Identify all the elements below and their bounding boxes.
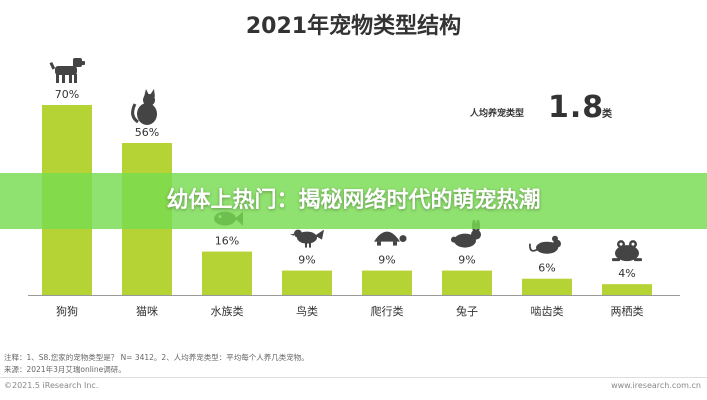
category-label: 爬行类 bbox=[371, 304, 404, 318]
turtle-icon bbox=[374, 231, 407, 246]
bar-6 bbox=[442, 270, 492, 295]
category-label: 兔子 bbox=[456, 304, 478, 318]
average-value: 1.8 bbox=[548, 90, 605, 125]
average-unit: 类 bbox=[602, 109, 612, 120]
category-label: 两栖类 bbox=[611, 304, 644, 318]
bar-value-label: 9% bbox=[298, 254, 315, 267]
bar-5 bbox=[362, 270, 412, 295]
bar-value-label: 16% bbox=[215, 235, 239, 248]
notes-line-2: 来源：2021年3月艾瑞online调研。 bbox=[4, 365, 126, 374]
bar-value-label: 56% bbox=[135, 126, 159, 139]
banner-text: 幼体上热门：揭秘网络时代的萌宠热潮 bbox=[166, 188, 541, 213]
frog-icon bbox=[612, 240, 642, 262]
bar-3 bbox=[202, 251, 252, 295]
category-label: 狗狗 bbox=[56, 305, 78, 318]
copyright-text: ©2021.5 iResearch Inc. bbox=[4, 381, 99, 390]
average-pet-types: 人均养宠类型 1.8 类 bbox=[470, 90, 620, 125]
overlay-banner: 幼体上热门：揭秘网络时代的萌宠热潮 bbox=[0, 173, 707, 229]
bird-icon bbox=[290, 229, 324, 248]
bar-value-label: 6% bbox=[538, 262, 555, 275]
dog-icon bbox=[49, 58, 85, 83]
cat-icon bbox=[131, 89, 157, 125]
bar-value-label: 9% bbox=[458, 254, 475, 267]
bar-value-label: 4% bbox=[618, 267, 635, 280]
bar-7 bbox=[522, 278, 572, 295]
bar-value-label: 70% bbox=[55, 88, 79, 101]
category-label: 啮齿类 bbox=[531, 304, 564, 318]
website-text: www.iresearch.com.cn bbox=[611, 381, 701, 390]
category-label: 猫咪 bbox=[136, 305, 158, 318]
average-label: 人均养宠类型 bbox=[470, 109, 525, 119]
bar-8 bbox=[602, 284, 652, 295]
bar-4 bbox=[282, 270, 332, 295]
chart-notes: 注释：1、S8.您家的宠物类型是？ N= 3412。2、人均养宠类型：平均每个人… bbox=[4, 352, 309, 376]
mouse-icon bbox=[528, 235, 561, 254]
bar-value-label: 9% bbox=[378, 254, 395, 267]
category-label: 鸟类 bbox=[296, 304, 318, 318]
category-label: 水族类 bbox=[211, 304, 244, 318]
footer-divider bbox=[0, 377, 707, 378]
notes-line-1: 注释：1、S8.您家的宠物类型是？ N= 3412。2、人均养宠类型：平均每个人… bbox=[4, 353, 309, 362]
chart-title: 2021年宠物类型结构 bbox=[245, 14, 462, 39]
